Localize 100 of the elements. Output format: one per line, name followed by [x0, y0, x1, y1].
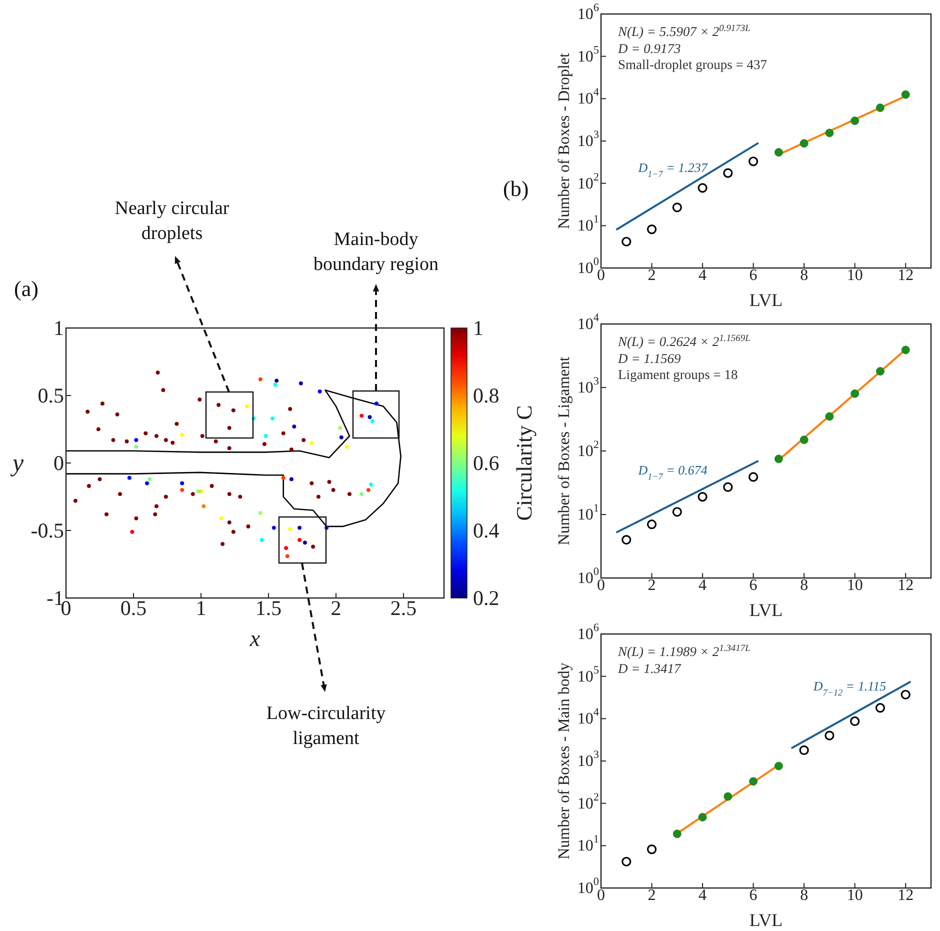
y-tick-label: -0.5 [30, 518, 64, 542]
point [646, 520, 657, 530]
point [850, 716, 860, 726]
point [825, 412, 834, 421]
x-tick-label: 4 [698, 887, 707, 904]
point [799, 745, 809, 755]
point [774, 148, 783, 157]
annotation: D = 0.9173 [617, 40, 681, 56]
point [672, 202, 682, 212]
x-tick-label: 12 [898, 267, 914, 284]
text: (b) [503, 176, 529, 202]
x-tick-label: 10 [846, 267, 863, 284]
color-bar-title: Circularity C [512, 405, 536, 521]
x-tick-label: 1.5 [255, 596, 282, 620]
x-tick-label: 4 [698, 577, 707, 594]
annotation: D = 1.1569 [617, 350, 681, 366]
x-tick-label: 8 [800, 577, 808, 594]
y-axis-title: Number of Boxes - Droplet [556, 52, 572, 229]
point [774, 762, 783, 770]
text: Nearly circular droplets [114, 197, 230, 246]
point [723, 482, 733, 492]
point [646, 844, 657, 854]
x-tick-label: 2 [648, 887, 656, 904]
y-tick-label: 1 [54, 316, 64, 340]
point [900, 690, 910, 700]
color-bar-label: 0.2 [473, 586, 500, 610]
x-tick-label: 1 [196, 596, 206, 620]
x-tick-label: 2.5 [390, 596, 417, 620]
point [901, 346, 910, 354]
x-tick-label: 2 [648, 267, 656, 284]
x-tick-label: 2 [648, 577, 656, 594]
x-tick-label: 2 [330, 596, 342, 620]
color-bar-label: 0.6 [473, 451, 500, 475]
point [800, 436, 808, 444]
point [698, 183, 708, 193]
annotation: N(L) = 1.1989 × 2$^{1.3417L}$ [617, 644, 750, 659]
point [698, 812, 707, 822]
annotation: N(L) = 5.5907 × 2$^{0.9173L}$ [617, 24, 750, 39]
annotation: D = 1.3417 [617, 660, 682, 676]
y-tick-label: 0 [54, 451, 64, 475]
y-axis-title: Number of Boxes - Ligament [556, 356, 572, 546]
y-axis-title: Number of Boxes - Main body [556, 662, 572, 860]
point [875, 703, 886, 713]
point [672, 507, 682, 517]
point [901, 90, 910, 99]
point [622, 534, 632, 545]
x-tick-label: 6 [749, 887, 758, 904]
y-tick-label: 10$^{5}$ [577, 44, 600, 65]
point [748, 472, 758, 482]
point [622, 236, 632, 246]
y-tick-label: 10$^{3}$ [577, 129, 600, 150]
y-tick-label: 10$^{1}$ [577, 502, 599, 523]
annotation: N(L) = 0.2624 × 2$^{1.1569L}$ [617, 334, 750, 349]
x-axis-title: LVL [749, 290, 783, 310]
annotation: Ligament groups = 18 [618, 367, 738, 382]
y-tick-label: 10$^{1}$ [577, 834, 599, 854]
point [724, 792, 732, 801]
x-tick-label: 6 [749, 577, 758, 594]
x-tick-label: 12 [898, 887, 914, 904]
y-tick-label: 10$^{3}$ [577, 376, 600, 396]
y-tick-label: 10$^{2}$ [577, 171, 599, 192]
point [876, 104, 884, 112]
point [749, 777, 758, 786]
point [850, 116, 860, 126]
annotation: Small-droplet groups = 437 [618, 57, 768, 72]
chart-title: (a) [14, 276, 38, 302]
y-tick-label: 10$^{4}$ [577, 86, 600, 108]
y-tick-label: 10$^{5}$ [577, 664, 600, 685]
point [646, 224, 657, 234]
point [824, 730, 834, 740]
y-tick-label: 10$^{6}$ [577, 2, 600, 22]
x-tick-label: 12 [898, 577, 914, 594]
text: Main-body boundary region [312, 228, 440, 277]
point [774, 454, 783, 464]
point [723, 168, 733, 178]
point [800, 139, 808, 148]
y-tick-label: 10$^{2}$ [577, 439, 599, 460]
y-axis-title: y [9, 450, 24, 476]
x-tick-label: 6 [749, 267, 758, 284]
series-label: D$_{1−7}$ = 1.237 [637, 160, 708, 179]
point [825, 128, 834, 138]
x-axis-title: LVL [749, 600, 783, 620]
color-bar-label: 0.8 [473, 384, 500, 408]
x-tick-label: 8 [800, 267, 808, 284]
y-tick-label: 10$^{4}$ [577, 706, 600, 728]
x-tick-label: 10 [846, 577, 863, 594]
x-axis-title: LVL [749, 910, 783, 930]
point [850, 389, 860, 398]
x-tick-label: 10 [846, 887, 863, 904]
color-bar-label: 0.4 [473, 518, 500, 542]
y-tick-label: 10$^{2}$ [577, 791, 599, 812]
point [876, 367, 884, 376]
y-tick-label: 10$^{1}$ [577, 214, 599, 234]
point [672, 830, 682, 838]
point [698, 492, 708, 502]
color-bar-label: 1 [473, 316, 484, 340]
point [622, 856, 632, 866]
series-label: D$_{7−12}$ = 1.115 [812, 678, 887, 698]
y-tick-label: 10$^{3}$ [577, 749, 600, 770]
y-tick-label: 10$^{4}$ [577, 312, 600, 332]
